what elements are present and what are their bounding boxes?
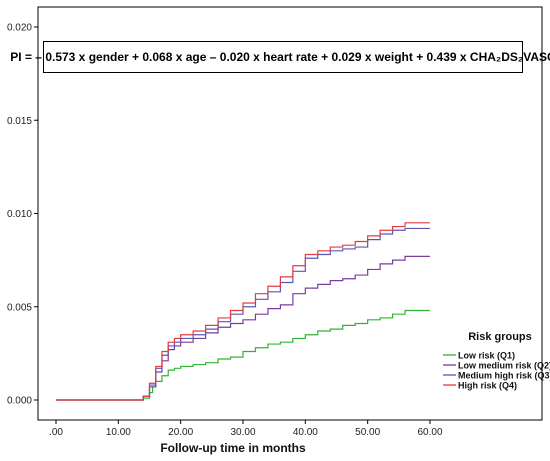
- series-line-2: [56, 255, 430, 401]
- legend-title: Risk groups: [468, 331, 532, 343]
- y-tick-label: 0.020: [7, 23, 32, 34]
- axes: .00 10.00 20.00 30.00 40.00 50.00 60.00 0.000 0.…: [7, 6, 543, 438]
- x-axis-title: Follow-up time in months: [160, 441, 306, 455]
- series-group: [56, 222, 430, 401]
- x-tick-label: 20.00: [168, 427, 193, 438]
- x-tick-label: 30.00: [230, 427, 255, 438]
- legend-label: Medium high risk (Q3): [458, 371, 550, 381]
- legend-label: Low risk (Q1): [458, 351, 515, 361]
- legend-label: High risk (Q4): [458, 381, 517, 391]
- x-tick-label: 10.00: [106, 427, 131, 438]
- legend-label: Low medium risk (Q2): [458, 361, 550, 371]
- series-line-4: [56, 222, 430, 401]
- y-tick-label: 0.000: [7, 396, 32, 407]
- y-tick-label: 0.015: [7, 116, 32, 127]
- x-tick-label: 50.00: [355, 427, 380, 438]
- x-tick-label: 60.00: [417, 427, 442, 438]
- formula-text: PI = – 0.573 x gender + 0.068 x age – 0.…: [10, 50, 550, 64]
- x-tick-label: 40.00: [293, 427, 318, 438]
- legend: Risk groups Low risk (Q1)Low medium risk …: [443, 331, 550, 391]
- y-tick-label: 0.005: [7, 302, 32, 313]
- formula-annotation: PI = – 0.573 x gender + 0.068 x age – 0.…: [10, 41, 550, 73]
- series-line-3: [56, 227, 430, 401]
- x-tick-label: .00: [49, 427, 63, 438]
- y-tick-label: 0.010: [7, 209, 32, 220]
